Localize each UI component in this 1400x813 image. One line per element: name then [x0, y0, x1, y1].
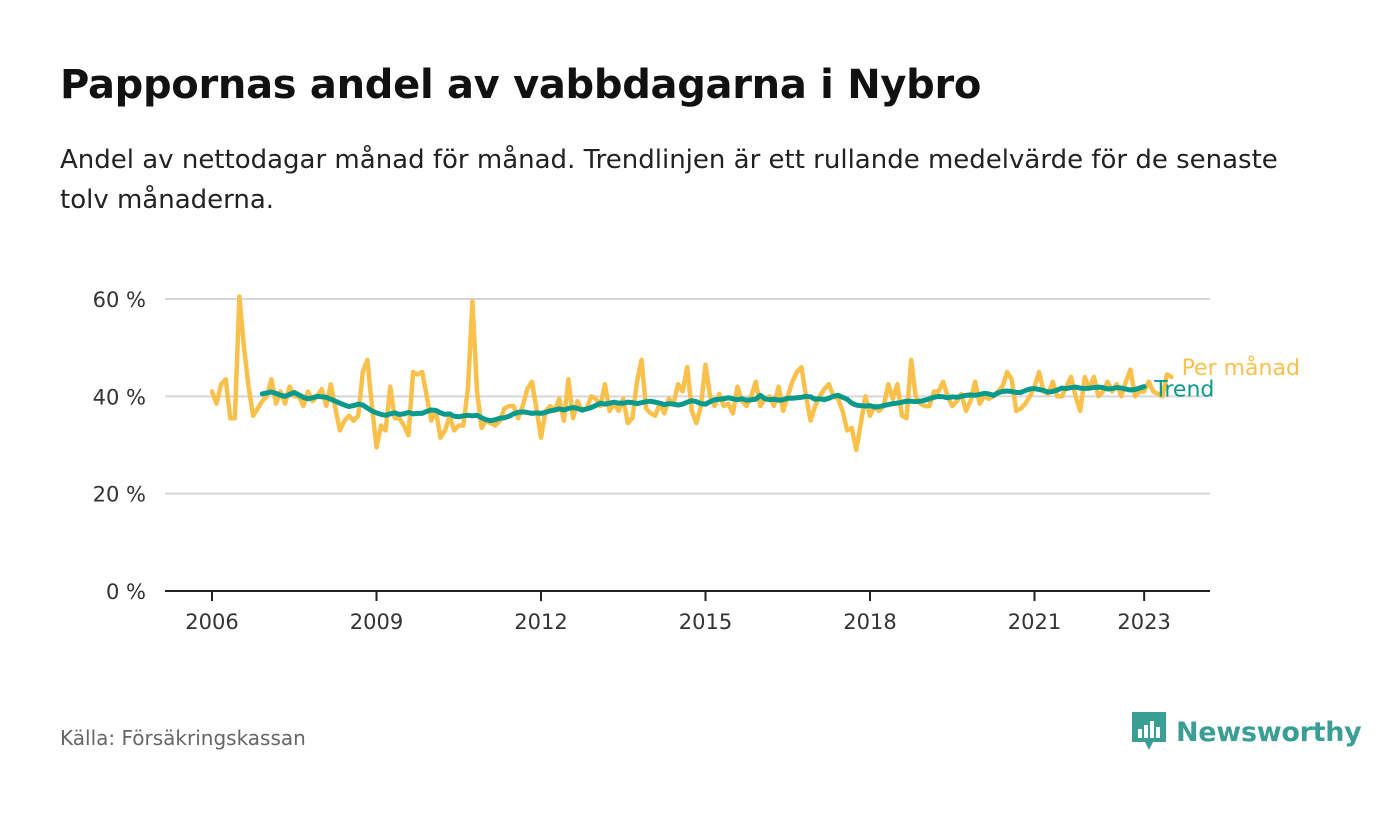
series-lines — [209, 294, 1174, 453]
trend-series-label: Trend — [1153, 378, 1214, 403]
source-note: Källa: Försäkringskassan — [60, 726, 306, 750]
x-tick-label: 2009 — [350, 610, 403, 634]
x-tick-label: 2023 — [1117, 610, 1170, 634]
y-axis-ticks: 0 % 20 % 40 % 60 % — [93, 288, 146, 604]
chart-subtitle: Andel av nettodagar månad för månad. Tre… — [60, 145, 1278, 215]
x-tick-label: 2012 — [514, 610, 567, 634]
monthly-series-label: Per månad — [1182, 355, 1300, 381]
y-tick-label: 40 % — [93, 385, 146, 409]
x-tick-label: 2006 — [185, 610, 238, 634]
brand-name: Newsworthy — [1176, 716, 1362, 748]
brand-logo: Newsworthy — [1132, 712, 1362, 752]
y-tick-label: 0 % — [106, 580, 146, 604]
gridlines — [165, 298, 1210, 592]
newsworthy-logo-icon — [1132, 712, 1166, 750]
trend-line — [259, 384, 1147, 424]
x-tick-label: 2021 — [1008, 610, 1061, 634]
x-tick-label: 2018 — [843, 610, 896, 634]
y-tick-label: 20 % — [93, 483, 146, 507]
monthly-line — [209, 294, 1174, 453]
x-axis-ticks: 2006 2009 2012 2015 2018 2021 2023 — [185, 591, 1171, 634]
y-tick-label: 60 % — [93, 288, 146, 312]
x-tick-label: 2015 — [679, 610, 732, 634]
chart-title: Pappornas andel av vabbdagarna i Nybro — [60, 62, 982, 108]
